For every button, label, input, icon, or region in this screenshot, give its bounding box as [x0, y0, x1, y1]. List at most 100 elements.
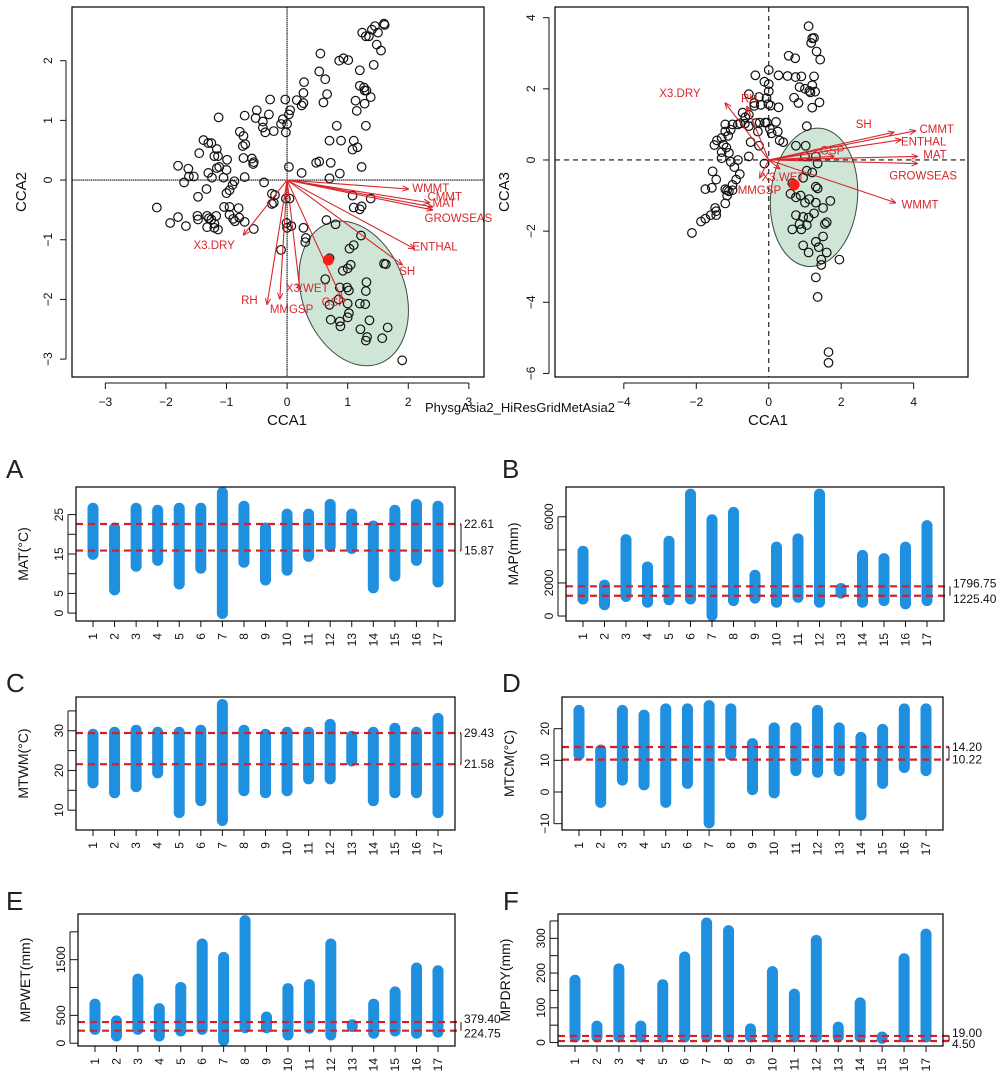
x-tick-label: 9: [259, 633, 273, 640]
sample-point: [338, 53, 349, 64]
x-tick-label: 7: [215, 842, 229, 849]
y-tick-label: 0: [542, 612, 556, 619]
sample-point: [343, 308, 354, 319]
sample-point: [814, 97, 825, 108]
x-tick-label: 4: [910, 395, 917, 409]
sample-point: [749, 98, 760, 108]
sample-point: [298, 222, 309, 233]
sample-point: [773, 70, 784, 81]
sample-point: [342, 298, 353, 309]
sample-point: [716, 133, 727, 143]
sample-point: [347, 144, 358, 155]
sample-point: [705, 210, 716, 221]
y-tick-label: 0: [54, 1040, 68, 1047]
sample-point: [315, 48, 326, 59]
vector-label-mat: MAT: [923, 149, 946, 161]
sample-point: [296, 168, 307, 178]
sample-point: [800, 140, 811, 151]
sample-point: [355, 324, 366, 335]
sample-point: [336, 135, 346, 146]
x-tick-label: 9: [748, 633, 762, 640]
sample-point: [265, 94, 276, 105]
sample-point: [324, 173, 335, 184]
sample-point: [239, 110, 250, 121]
sample-point: [237, 141, 248, 151]
sample-point: [334, 316, 345, 327]
y-tick-label: 25: [52, 508, 66, 522]
vector-label-enthal: ENTHAL: [901, 137, 947, 149]
x-tick-label: 5: [172, 633, 186, 640]
x-tick-label: 12: [809, 1058, 823, 1072]
sample-point: [314, 66, 325, 77]
x-tick-label: 15: [877, 633, 891, 647]
sample-point: [277, 114, 288, 125]
y-axis-title: MTWM(°C): [15, 728, 31, 798]
x-tick-label: 6: [194, 842, 208, 849]
sample-point: [360, 120, 371, 131]
sample-point: [718, 139, 729, 150]
sample-point: [812, 292, 823, 302]
sample-point: [325, 314, 336, 325]
x-tick-label: 8: [237, 633, 251, 640]
sample-point: [270, 190, 280, 200]
x-tick-label: 13: [345, 1058, 359, 1072]
sample-point: [707, 166, 718, 177]
sample-point: [286, 221, 297, 231]
sample-point: [240, 139, 251, 150]
x-tick-label: 9: [259, 842, 273, 849]
x-tick-label: 7: [702, 842, 716, 849]
sample-point: [360, 335, 371, 346]
y-tick-label: 0: [524, 156, 538, 163]
vector-arrow-wmmt: [768, 159, 896, 203]
sample-point: [809, 33, 819, 43]
panel-letter: F: [503, 886, 519, 916]
x-tick-label: 17: [919, 1058, 933, 1072]
sample-point: [213, 151, 223, 162]
x-tick-label: 14: [366, 842, 380, 856]
x-tick-label: 8: [237, 842, 251, 849]
sample-point: [211, 144, 222, 154]
sample-point: [761, 93, 772, 103]
x-tick-label: 9: [744, 1058, 758, 1065]
x-tick-label: 11: [302, 842, 316, 855]
sample-point: [222, 154, 233, 165]
x-tick-label: 7: [217, 1058, 231, 1065]
sample-point: [165, 218, 176, 228]
y-tick-label: 300: [534, 928, 548, 948]
sample-point: [284, 109, 294, 120]
sample-point: [209, 151, 220, 162]
sample-point: [331, 120, 342, 131]
sample-point: [815, 54, 826, 65]
sample-point: [280, 127, 291, 138]
sample-point: [801, 121, 812, 132]
x-tick-label: 3: [129, 633, 143, 640]
x-tick-label: 4: [152, 1058, 166, 1065]
sample-point: [193, 214, 203, 225]
sample-point: [805, 87, 816, 98]
reference-value-label: 10.22: [952, 753, 982, 767]
x-tick-label: 8: [722, 1058, 736, 1065]
sample-point: [794, 219, 805, 229]
x-tick-label: 15: [388, 633, 402, 647]
sample-point: [791, 210, 801, 221]
sample-point: [813, 242, 824, 253]
sample-point: [184, 171, 194, 182]
sample-point: [720, 198, 731, 209]
sample-point: [347, 190, 358, 201]
x-tick-label: 12: [813, 633, 827, 647]
sample-point: [821, 247, 832, 258]
x-tick-label: 10: [281, 1058, 295, 1072]
x-tick-label: 16: [897, 842, 911, 856]
vector-label-sh: SH: [856, 119, 872, 131]
vector-label-enthal: ENTHAL: [412, 242, 458, 254]
sample-point: [783, 50, 794, 61]
sample-point: [330, 219, 341, 230]
confidence-ellipse: [769, 127, 859, 268]
x-tick-label: 2: [108, 842, 122, 849]
y-tick-label: 4: [524, 14, 538, 21]
sample-point: [203, 138, 214, 148]
x-tick-label: 5: [656, 1058, 670, 1065]
panel-letter: C: [6, 668, 25, 698]
